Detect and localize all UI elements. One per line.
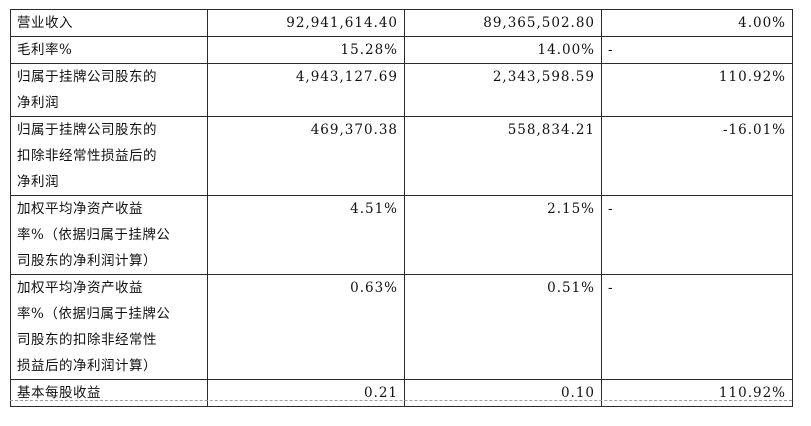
change-percent: - [601, 195, 793, 275]
row-label-line: 率%（依据归属于挂牌公 [17, 306, 171, 322]
row-label-line: 扣除非经常性损益后的 [17, 148, 157, 164]
table-row: 加权平均净资产收益 率%（依据归属于挂牌公 司股东的净利润计算） 4.51% 2… [10, 195, 793, 275]
row-label: 基本每股收益 [10, 379, 208, 407]
current-period-value: 4.51% [207, 195, 405, 275]
row-label-line: 加权平均净资产收益 [17, 280, 143, 296]
current-period-value: 4,943,127.69 [207, 63, 405, 117]
row-label-line: 加权平均净资产收益 [17, 201, 143, 217]
table-row: 归属于挂牌公司股东的 扣除非经常性损益后的 净利润 469,370.38 558… [10, 116, 793, 196]
row-label-line: 净利润 [17, 95, 59, 111]
current-period-value: 0.21 [207, 379, 405, 407]
change-percent: -16.01% [601, 116, 793, 196]
row-label-line: 净利润 [17, 174, 59, 190]
prior-period-value: 89,365,502.80 [404, 9, 602, 37]
current-period-value: 15.28% [207, 36, 405, 64]
row-label: 加权平均净资产收益 率%（依据归属于挂牌公 司股东的净利润计算） [10, 195, 208, 275]
current-period-value: 92,941,614.40 [207, 9, 405, 37]
change-percent: - [601, 36, 793, 64]
row-label: 归属于挂牌公司股东的 净利润 [10, 63, 208, 117]
change-percent: - [601, 274, 793, 380]
row-label: 毛利率% [10, 36, 208, 64]
row-label-line: 归属于挂牌公司股东的 [17, 122, 157, 138]
prior-period-value: 558,834.21 [404, 116, 602, 196]
table-row: 营业收入 92,941,614.40 89,365,502.80 4.00% [10, 9, 793, 37]
row-label-line: 归属于挂牌公司股东的 [17, 69, 157, 85]
current-period-value: 469,370.38 [207, 116, 405, 196]
row-label-line: 营业收入 [17, 15, 73, 31]
prior-period-value: 14.00% [404, 36, 602, 64]
page-bottom-divider [10, 400, 792, 405]
financial-indicators-table: 营业收入 92,941,614.40 89,365,502.80 4.00% 毛… [10, 9, 793, 407]
change-percent: 4.00% [601, 9, 793, 37]
row-label: 营业收入 [10, 9, 208, 37]
table-row: 归属于挂牌公司股东的 净利润 4,943,127.69 2,343,598.59… [10, 63, 793, 117]
change-percent: 110.92% [601, 379, 793, 407]
current-period-value: 0.63% [207, 274, 405, 380]
row-label-line: 司股东的扣除非经常性 [17, 332, 157, 348]
prior-period-value: 0.51% [404, 274, 602, 380]
row-label-line: 毛利率% [17, 42, 73, 58]
row-label-line: 率%（依据归属于挂牌公 [17, 227, 171, 243]
row-label: 归属于挂牌公司股东的 扣除非经常性损益后的 净利润 [10, 116, 208, 196]
prior-period-value: 2.15% [404, 195, 602, 275]
row-label-line: 司股东的净利润计算） [17, 253, 157, 269]
change-percent: 110.92% [601, 63, 793, 117]
row-label: 加权平均净资产收益 率%（依据归属于挂牌公 司股东的扣除非经常性 损益后的净利润… [10, 274, 208, 380]
table-row: 加权平均净资产收益 率%（依据归属于挂牌公 司股东的扣除非经常性 损益后的净利润… [10, 274, 793, 380]
table-row: 毛利率% 15.28% 14.00% - [10, 36, 793, 64]
prior-period-value: 2,343,598.59 [404, 63, 602, 117]
table-row: 基本每股收益 0.21 0.10 110.92% [10, 379, 793, 407]
row-label-line: 损益后的净利润计算） [17, 358, 157, 374]
row-label-line: 基本每股收益 [17, 385, 101, 401]
